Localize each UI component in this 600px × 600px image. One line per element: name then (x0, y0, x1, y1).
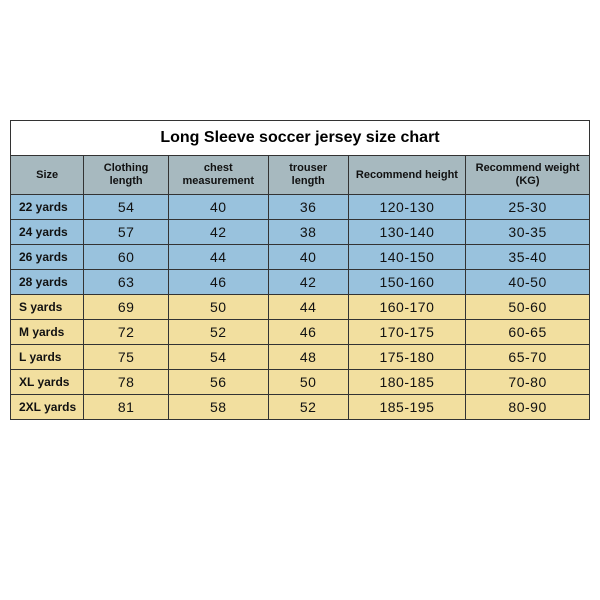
value-cell: 65-70 (466, 345, 590, 370)
value-cell: 185-195 (348, 395, 465, 420)
value-cell: 46 (268, 320, 348, 345)
col-header-1: Clothing length (84, 156, 169, 195)
col-header-4: Recommend height (348, 156, 465, 195)
table-row: 26 yards604440140-15035-40 (11, 245, 590, 270)
value-cell: 52 (268, 395, 348, 420)
size-cell: L yards (11, 345, 84, 370)
value-cell: 160-170 (348, 295, 465, 320)
size-chart-table: Long Sleeve soccer jersey size chart Siz… (10, 120, 590, 420)
value-cell: 54 (84, 195, 169, 220)
table-row: 28 yards634642150-16040-50 (11, 270, 590, 295)
value-cell: 42 (168, 220, 268, 245)
size-cell: XL yards (11, 370, 84, 395)
size-cell: M yards (11, 320, 84, 345)
col-header-2: chest measurement (168, 156, 268, 195)
value-cell: 57 (84, 220, 169, 245)
value-cell: 58 (168, 395, 268, 420)
value-cell: 81 (84, 395, 169, 420)
table-row: M yards725246170-17560-65 (11, 320, 590, 345)
value-cell: 50 (268, 370, 348, 395)
size-cell: 2XL yards (11, 395, 84, 420)
value-cell: 50-60 (466, 295, 590, 320)
value-cell: 35-40 (466, 245, 590, 270)
value-cell: 48 (268, 345, 348, 370)
value-cell: 42 (268, 270, 348, 295)
value-cell: 50 (168, 295, 268, 320)
header-row: SizeClothing lengthchest measurementtrou… (11, 156, 590, 195)
value-cell: 70-80 (466, 370, 590, 395)
size-cell: 28 yards (11, 270, 84, 295)
value-cell: 69 (84, 295, 169, 320)
value-cell: 38 (268, 220, 348, 245)
value-cell: 130-140 (348, 220, 465, 245)
value-cell: 40-50 (466, 270, 590, 295)
table-row: 2XL yards815852185-19580-90 (11, 395, 590, 420)
size-chart-container: Long Sleeve soccer jersey size chart Siz… (0, 0, 600, 420)
value-cell: 36 (268, 195, 348, 220)
value-cell: 170-175 (348, 320, 465, 345)
col-header-5: Recommend weight (KG) (466, 156, 590, 195)
table-row: S yards695044160-17050-60 (11, 295, 590, 320)
value-cell: 25-30 (466, 195, 590, 220)
value-cell: 56 (168, 370, 268, 395)
value-cell: 180-185 (348, 370, 465, 395)
value-cell: 150-160 (348, 270, 465, 295)
value-cell: 40 (268, 245, 348, 270)
value-cell: 80-90 (466, 395, 590, 420)
title-row: Long Sleeve soccer jersey size chart (11, 121, 590, 156)
value-cell: 75 (84, 345, 169, 370)
chart-title: Long Sleeve soccer jersey size chart (11, 121, 590, 156)
value-cell: 63 (84, 270, 169, 295)
col-header-3: trouser length (268, 156, 348, 195)
table-row: XL yards785650180-18570-80 (11, 370, 590, 395)
size-cell: 24 yards (11, 220, 84, 245)
table-row: L yards755448175-18065-70 (11, 345, 590, 370)
value-cell: 52 (168, 320, 268, 345)
col-header-0: Size (11, 156, 84, 195)
size-cell: 22 yards (11, 195, 84, 220)
value-cell: 46 (168, 270, 268, 295)
value-cell: 120-130 (348, 195, 465, 220)
value-cell: 140-150 (348, 245, 465, 270)
size-cell: S yards (11, 295, 84, 320)
size-cell: 26 yards (11, 245, 84, 270)
value-cell: 40 (168, 195, 268, 220)
table-row: 22 yards544036120-13025-30 (11, 195, 590, 220)
value-cell: 54 (168, 345, 268, 370)
table-row: 24 yards574238130-14030-35 (11, 220, 590, 245)
value-cell: 60 (84, 245, 169, 270)
value-cell: 44 (268, 295, 348, 320)
value-cell: 175-180 (348, 345, 465, 370)
value-cell: 30-35 (466, 220, 590, 245)
value-cell: 78 (84, 370, 169, 395)
value-cell: 60-65 (466, 320, 590, 345)
value-cell: 44 (168, 245, 268, 270)
value-cell: 72 (84, 320, 169, 345)
